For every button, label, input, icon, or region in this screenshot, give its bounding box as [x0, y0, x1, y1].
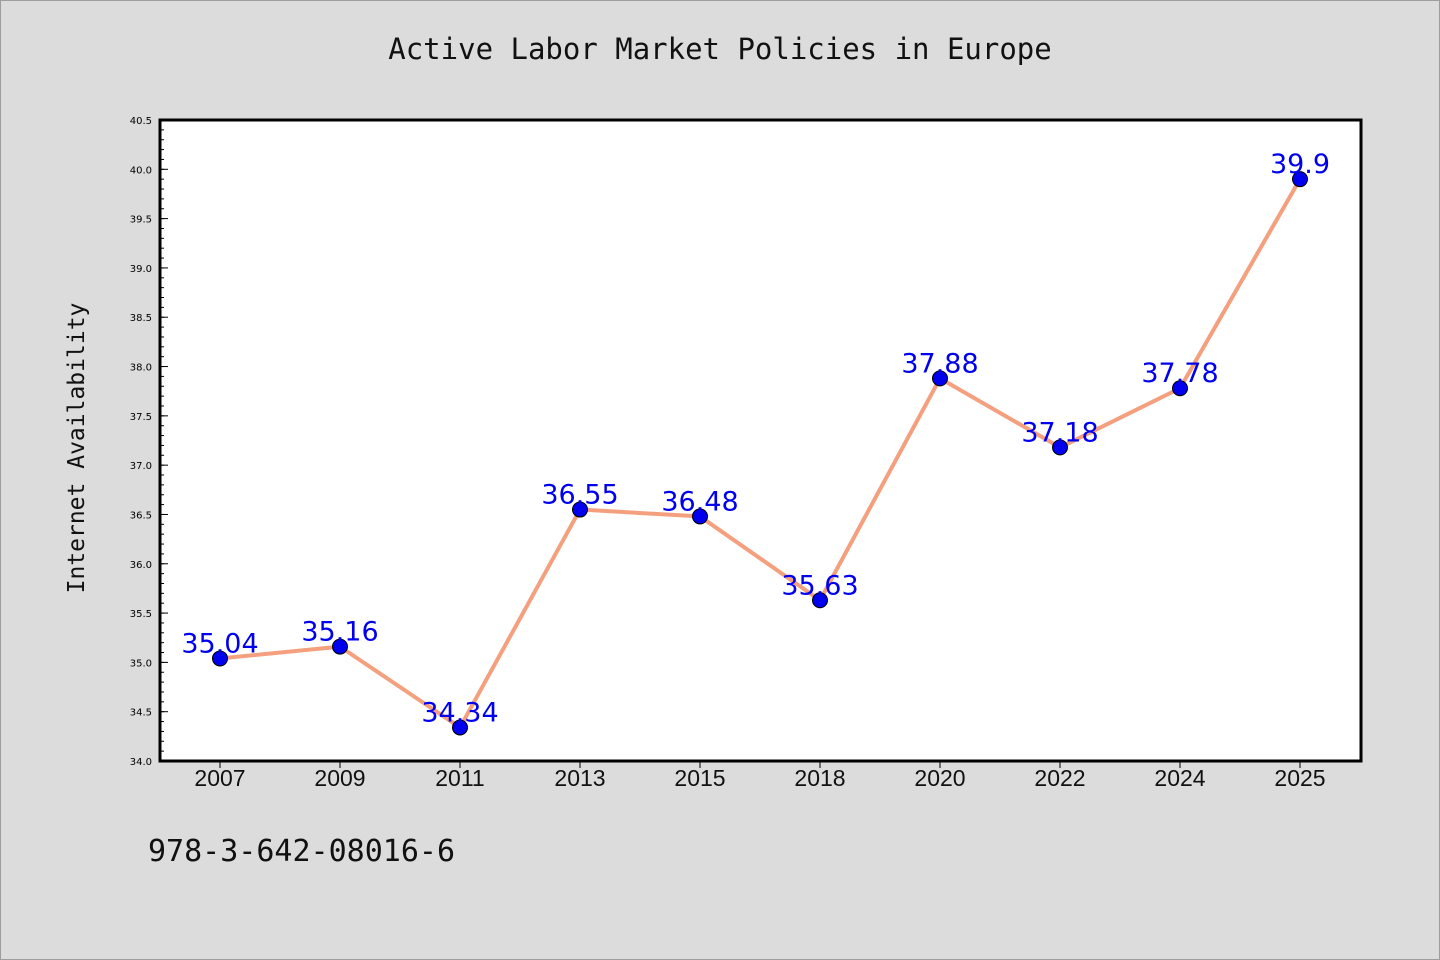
x-tick-label: 2009: [314, 765, 365, 791]
y-tick-label: 39.0: [130, 264, 152, 275]
x-tick-label: 2015: [674, 765, 725, 791]
data-label: 35.16: [301, 617, 378, 648]
x-tick-label: 2024: [1154, 765, 1205, 791]
data-point: [332, 638, 348, 655]
data-point: [212, 650, 228, 667]
x-tick-label: 2011: [435, 765, 484, 791]
x-tick-label: 2022: [1034, 765, 1085, 791]
x-tick-label: 2025: [1274, 765, 1325, 791]
y-tick-label: 36.0: [130, 560, 152, 571]
y-tick-label: 36.5: [130, 510, 152, 521]
data-point: [692, 508, 708, 525]
y-tick-label: 40.0: [130, 165, 152, 176]
data-point: [932, 370, 948, 387]
data-point: [1172, 380, 1188, 397]
y-tick-label: 35.5: [130, 609, 152, 620]
y-tick-label: 40.5: [130, 116, 152, 127]
data-point: [452, 719, 468, 736]
y-tick-label: 34.0: [130, 757, 152, 768]
x-tick-label: 2007: [194, 765, 245, 791]
y-tick-label: 37.0: [130, 461, 152, 472]
y-tick-label: 34.5: [130, 708, 152, 719]
x-tick-label: 2013: [554, 765, 605, 791]
data-label: 39.9: [1270, 149, 1330, 180]
data-label: 36.48: [661, 486, 738, 517]
data-label: 37.18: [1021, 417, 1098, 448]
data-point: [1292, 171, 1308, 188]
y-tick-label: 38.5: [130, 313, 152, 324]
data-label: 37.78: [1141, 358, 1218, 389]
y-axis: 34.0 34.5 35.0 35.5 36.0 36.5 37.0 37.5 38.0 38.5…: [130, 116, 168, 768]
y-tick-label: 39.5: [130, 215, 152, 226]
series-line: [219, 178, 1302, 730]
x-axis: 2007 2009 2011 2013 2015 2018 2020 2022 2024 2025: [194, 761, 1326, 791]
data-point: [812, 592, 828, 609]
data-label: 34.34: [421, 697, 498, 728]
chart-title: Active Labor Market Policies in Europe: [388, 32, 1052, 66]
x-tick-label: 2018: [794, 765, 845, 791]
data-label: 35.63: [781, 570, 858, 601]
x-tick-label: 2020: [914, 765, 965, 791]
data-point: [1052, 439, 1068, 456]
y-tick-label: 35.0: [130, 658, 152, 669]
data-label: 35.04: [181, 628, 258, 659]
y-tick-label: 38.0: [130, 363, 152, 374]
isbn-label: 978-3-642-08016-6: [148, 834, 456, 869]
series-layer: 35.04 35.16 34.34 36.55 36.48 35.63 37.88 37.18…: [181, 149, 1330, 736]
data-point: [572, 501, 588, 518]
plot-area: [158, 118, 1363, 763]
data-label: 36.55: [541, 480, 618, 511]
y-tick-label: 37.5: [130, 412, 152, 423]
data-label: 37.88: [901, 348, 978, 379]
